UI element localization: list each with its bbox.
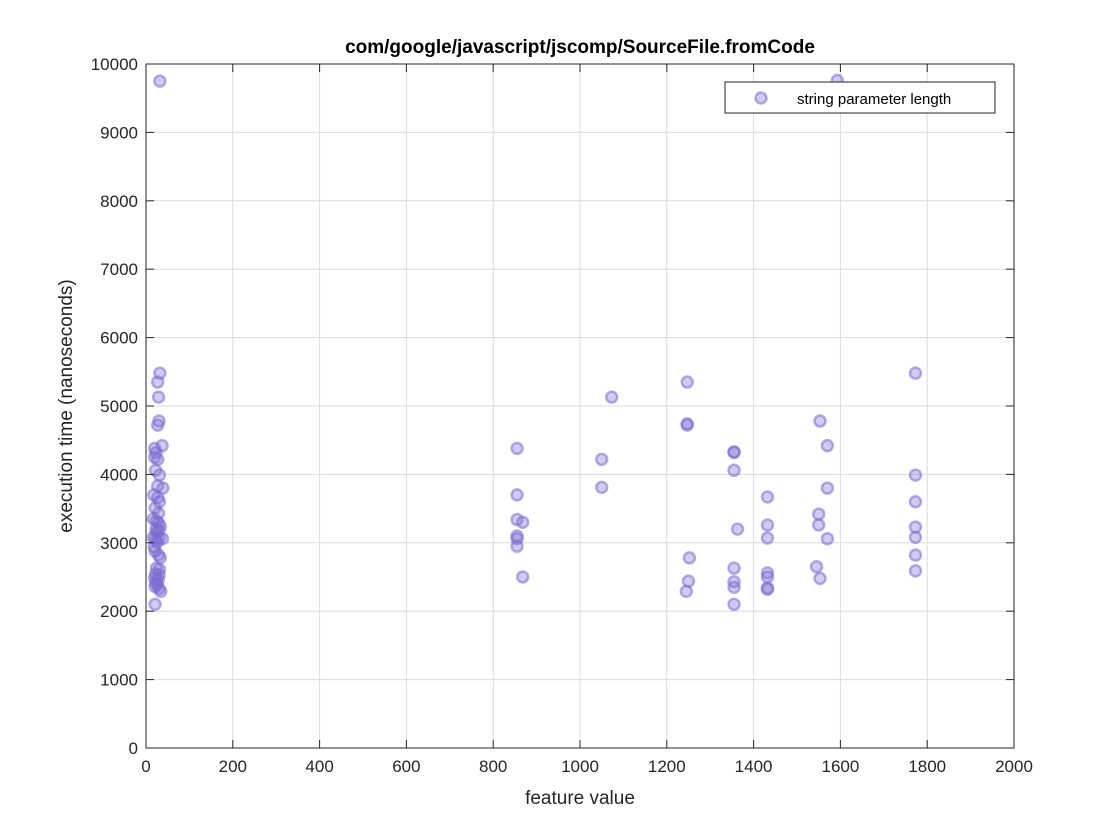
y-tick-label: 10000 [91,55,138,74]
data-point [594,452,609,467]
data-point [813,571,827,586]
data-point [760,566,775,580]
x-tick-label: 400 [305,757,333,776]
x-axis-label: feature value [525,788,635,809]
data-point [760,518,775,532]
data-point [811,518,826,532]
data-point [604,390,619,404]
data-point [908,366,923,380]
data-point [150,452,165,467]
data-point [510,488,524,502]
x-tick-label: 600 [392,757,420,776]
data-point [760,531,775,545]
data-point [680,375,694,389]
data-point [682,551,697,565]
data-point [820,438,835,453]
y-tick-label: 9000 [100,123,138,142]
x-tick-label: 1800 [908,757,946,776]
data-point [510,539,524,553]
data-point [760,490,775,504]
data-point [727,597,741,612]
x-tick-label: 2000 [995,757,1033,776]
data-point [154,584,168,599]
chart-title: com/google/javascript/jscomp/SourceFile.… [345,37,815,58]
data-point [813,414,827,428]
data-point [679,584,694,599]
legend-box [724,81,996,114]
y-tick-label: 8000 [100,192,138,211]
y-tick-label: 4000 [100,465,138,484]
data-point [153,74,167,88]
data-point [760,582,775,597]
y-tick-label: 2000 [100,602,138,621]
data-point [820,481,835,495]
data-point [811,507,826,521]
data-point [727,561,741,575]
x-tick-label: 1000 [561,757,599,776]
y-axis-label: execution time (nanoseconds) [56,279,77,532]
data-point [727,445,741,460]
y-tick-label: 3000 [100,534,138,553]
y-tick-label: 0 [129,739,138,758]
data-point [680,418,694,432]
y-axis-ticks: 0 1000 2000 3000 4000 5000 6000 7000 8000 9000 100… [91,55,1014,758]
data-point [515,570,530,584]
data-point [820,531,835,546]
legend-marker [754,91,768,105]
data-point [730,522,745,536]
data-point [908,564,923,578]
y-tick-label: 5000 [100,397,138,416]
data-point [510,441,524,456]
x-tick-label: 1400 [735,757,773,776]
data-point [908,548,923,562]
data-point [908,495,923,509]
x-tick-label: 1200 [648,757,686,776]
x-tick-label: 0 [141,757,150,776]
data-point [908,468,923,482]
data-point [150,418,165,432]
x-tick-label: 1600 [821,757,859,776]
legend-label: string parameter length [797,91,951,108]
data-point [148,597,162,612]
data-point [727,580,741,595]
data-points [146,73,923,612]
data-point [760,570,775,584]
legend: string parameter length [724,81,996,114]
data-point [515,515,530,530]
data-point [908,530,923,545]
data-point [152,468,167,482]
data-point [809,559,824,574]
y-tick-label: 6000 [100,329,138,348]
data-point [727,463,741,478]
data-point [594,480,609,495]
x-tick-label: 200 [219,757,247,776]
y-tick-label: 7000 [100,260,138,279]
data-point [151,390,166,404]
x-axis-ticks: 0 200 400 600 800 1000 1200 1400 1600 1800 2000 [141,64,1033,776]
data-point [150,375,165,389]
y-tick-label: 1000 [100,671,138,690]
x-tick-label: 800 [479,757,507,776]
